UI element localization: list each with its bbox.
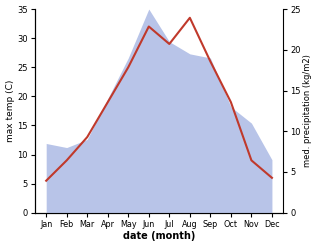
- Y-axis label: max temp (C): max temp (C): [5, 80, 15, 142]
- X-axis label: date (month): date (month): [123, 231, 195, 242]
- Y-axis label: med. precipitation (kg/m2): med. precipitation (kg/m2): [303, 54, 313, 167]
